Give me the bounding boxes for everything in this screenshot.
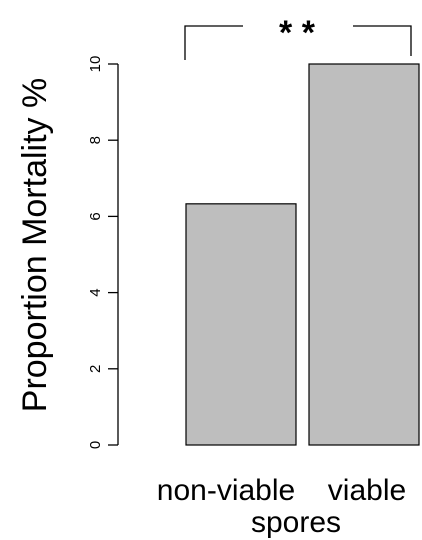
y-tick-label-3: 6 — [87, 212, 104, 220]
significance-bracket-right — [353, 25, 412, 56]
bar-viable — [308, 63, 420, 446]
y-tick-label-1: 2 — [87, 365, 104, 373]
bars — [185, 63, 420, 446]
y-tick-label-5: 10 — [87, 56, 104, 73]
x-category-labels: non-viable viable — [157, 474, 406, 507]
y-axis-label: Proportion Mortality % — [16, 78, 54, 412]
y-tick-label-2: 4 — [87, 288, 104, 296]
x-axis-label: spores — [251, 506, 341, 539]
significance-annotation: * * — [279, 14, 316, 52]
bar-non-viable — [185, 203, 297, 446]
y-ticks: 0 2 4 6 8 10 — [87, 56, 118, 449]
x-category-label-viable: viable — [328, 474, 406, 507]
y-tick-label-4: 8 — [87, 136, 104, 144]
significance-bracket-left — [184, 25, 243, 60]
y-tick-label-0: 0 — [87, 441, 104, 449]
x-category-label-non-viable: non-viable — [157, 474, 295, 507]
